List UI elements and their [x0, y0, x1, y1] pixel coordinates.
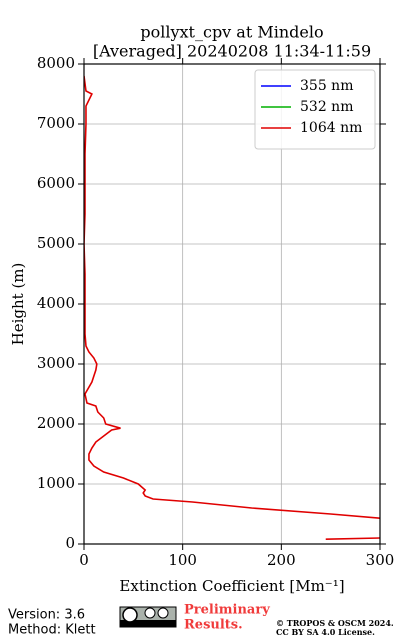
- x-tick-label: 300: [366, 551, 395, 569]
- copyright-text: © TROPOS & OSCM 2024.: [276, 618, 394, 628]
- status-text: Preliminary: [184, 603, 270, 618]
- plot-frame: [83, 63, 381, 545]
- chart-title: pollyxt_cpv at Mindelo: [140, 23, 323, 42]
- y-tick-label: 8000: [37, 54, 75, 72]
- y-tick-label: 0: [65, 534, 75, 552]
- y-tick-label: 3000: [37, 354, 75, 372]
- legend-box: [254, 69, 376, 150]
- x-axis-label: Extinction Coefficient [Mm⁻¹]: [119, 577, 344, 595]
- legend-label: 355 nm: [300, 78, 353, 94]
- y-axis-label: Height (m): [9, 263, 27, 346]
- y-tick-label: 4000: [37, 294, 75, 312]
- x-tick-label: 200: [267, 551, 296, 569]
- y-tick-label: 6000: [37, 174, 75, 192]
- method-text: Method: Klett: [8, 623, 96, 638]
- status-text: Results.: [184, 618, 243, 633]
- x-tick-label: 0: [79, 551, 89, 569]
- legend-label: 1064 nm: [300, 120, 362, 136]
- copyright-text: CC BY SA 4.0 License.: [276, 627, 375, 637]
- x-tick-label: 100: [168, 551, 197, 569]
- profile-line: [84, 75, 380, 540]
- version-text: Version: 3.6: [8, 608, 85, 623]
- chart-subtitle: [Averaged] 20240208 11:34-11:59: [93, 42, 371, 61]
- cc-logo: [119, 606, 177, 628]
- y-tick-label: 2000: [37, 414, 75, 432]
- legend-label: 532 nm: [300, 99, 353, 115]
- plot-lines: [84, 75, 380, 540]
- y-tick-label: 5000: [37, 234, 75, 252]
- y-tick-label: 7000: [37, 114, 75, 132]
- y-tick-label: 1000: [37, 474, 75, 492]
